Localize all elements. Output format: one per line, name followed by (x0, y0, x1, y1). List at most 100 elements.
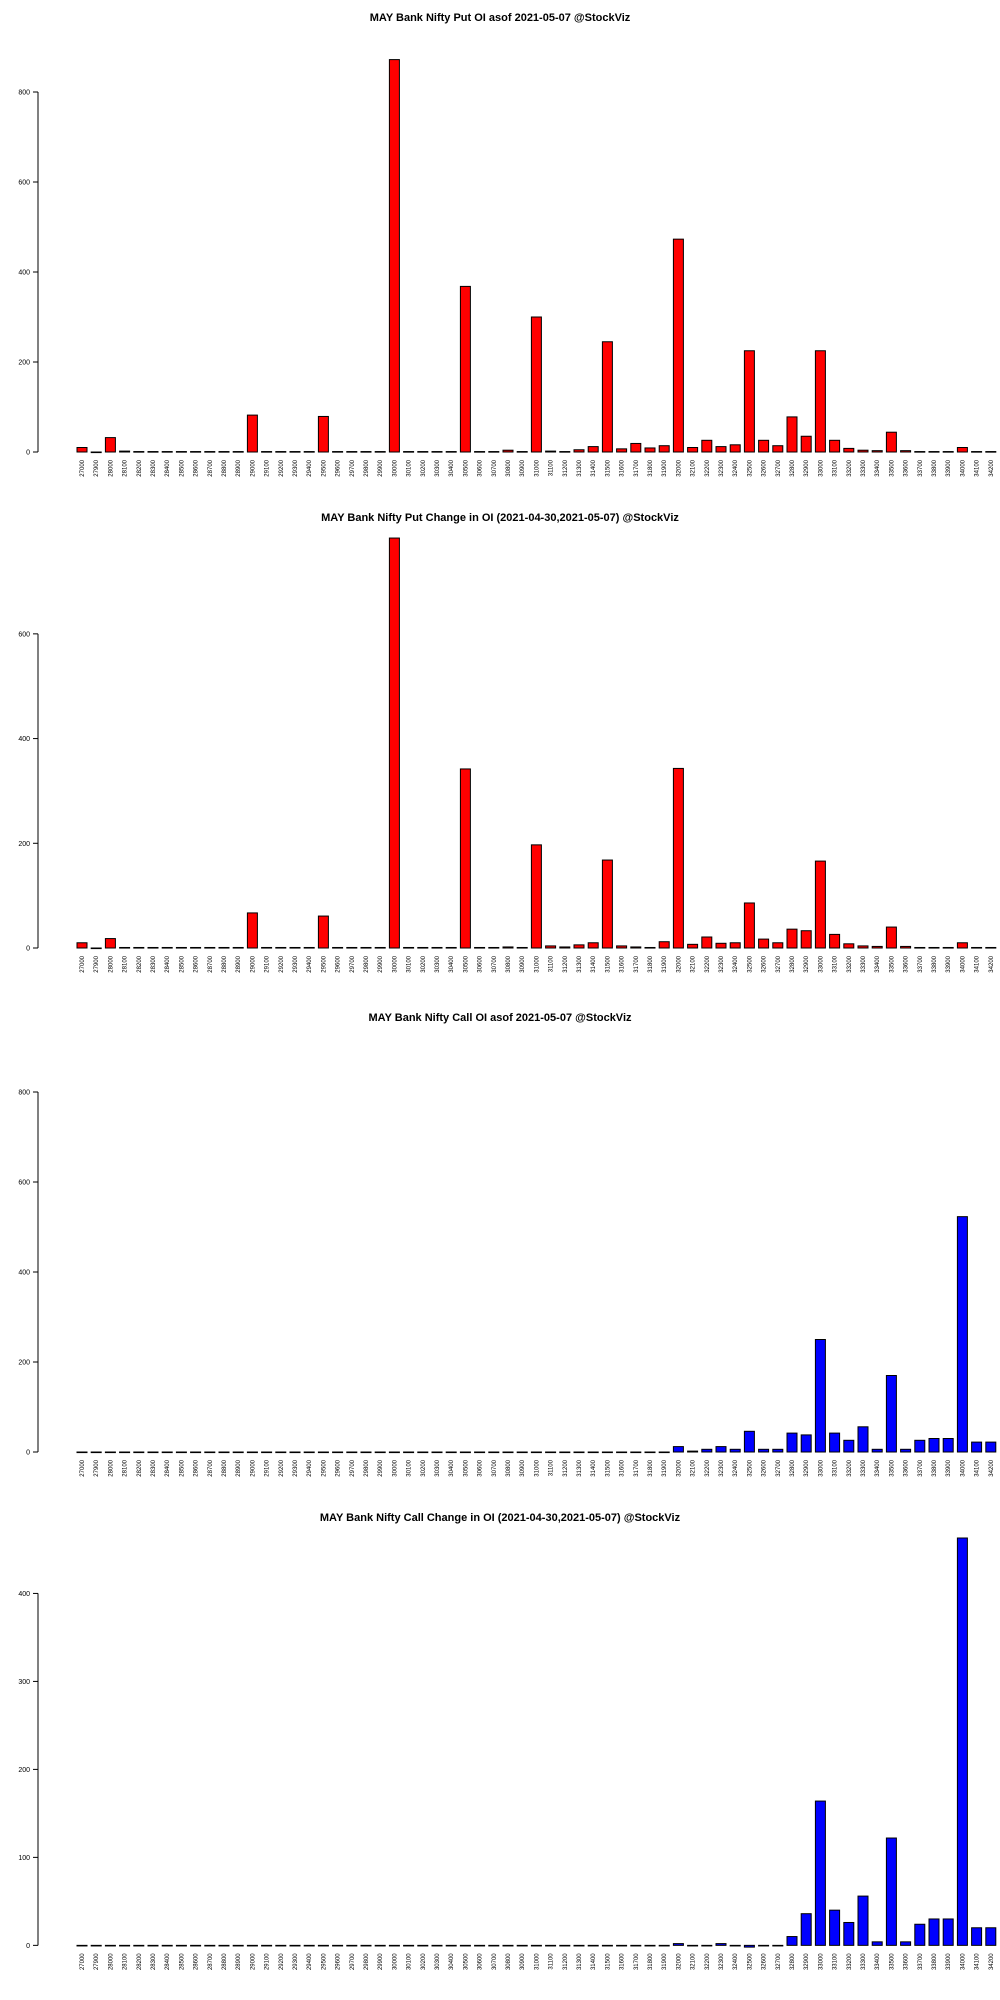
bar-33000 (814, 350, 826, 453)
y-tick-label: 300 (18, 1679, 30, 1686)
bar-28400 (161, 1451, 173, 1454)
bar-34200 (985, 946, 997, 949)
x-tick-label: 31600 (620, 955, 626, 972)
bar-31200 (559, 1451, 571, 1454)
x-tick-label: 32500 (747, 459, 753, 476)
bar-32600 (758, 1448, 770, 1453)
bar-33500 (885, 926, 897, 949)
x-tick-label: 28200 (137, 459, 143, 476)
bar-28200 (133, 451, 145, 453)
x-tick-label: 29400 (307, 955, 313, 972)
bar-32900 (800, 930, 812, 949)
bar-30200 (417, 451, 429, 453)
bar-33700 (914, 1439, 926, 1453)
x-tick-label: 33300 (861, 1459, 867, 1476)
bar-31500 (601, 1451, 613, 1454)
x-tick-label: 29600 (336, 955, 342, 972)
x-tick-label: 32400 (733, 1459, 739, 1476)
bar-30300 (431, 1944, 443, 1947)
bar-29600 (332, 451, 344, 453)
x-tick-label: 33000 (818, 955, 824, 972)
x-tick-label: 29400 (307, 1459, 313, 1476)
x-tick-label: 33200 (847, 459, 853, 476)
bar-28700 (204, 1451, 216, 1454)
bar-30100 (403, 1944, 415, 1947)
bar-32800 (786, 928, 798, 949)
x-tick-label: 33700 (918, 1459, 924, 1476)
bar-30400 (445, 1944, 457, 1947)
bar-31000 (530, 1944, 542, 1947)
bar-28500 (175, 1451, 187, 1454)
bar-31400 (587, 446, 599, 453)
bar-28600 (190, 1451, 202, 1454)
bar-33200 (843, 447, 855, 453)
bar-28600 (190, 946, 202, 949)
bar-32800 (786, 1936, 798, 1946)
x-tick-label: 32700 (776, 1953, 782, 1970)
bar-29100 (261, 451, 273, 453)
bar-31800 (644, 447, 656, 453)
bar-30100 (403, 451, 415, 453)
x-tick-label: 29200 (279, 1953, 285, 1970)
x-tick-label: 31200 (563, 1953, 569, 1970)
x-tick-label: 30800 (506, 459, 512, 476)
bar-29700 (346, 946, 358, 949)
x-tick-label: 33700 (918, 459, 924, 476)
x-tick-label: 31800 (648, 1953, 654, 1970)
bar-30500 (459, 1451, 471, 1454)
x-tick-label: 27000 (80, 459, 86, 476)
x-tick-label: 29600 (336, 1459, 342, 1476)
bar-33700 (914, 1923, 926, 1946)
x-tick-label: 31000 (534, 459, 540, 476)
x-tick-label: 34100 (975, 459, 981, 476)
bar-34000 (956, 942, 968, 949)
bar-32100 (687, 1450, 699, 1453)
x-tick-label: 29700 (350, 459, 356, 476)
bar-29200 (275, 1451, 287, 1454)
x-tick-label: 28600 (194, 1459, 200, 1476)
x-tick-label: 29000 (250, 955, 256, 972)
x-tick-label: 31400 (591, 955, 597, 972)
x-tick-label: 30300 (435, 1953, 441, 1970)
x-tick-label: 29100 (265, 459, 271, 476)
bar-30000 (388, 1451, 400, 1454)
x-tick-label: 30900 (520, 1953, 526, 1970)
bar-33000 (814, 860, 826, 949)
x-tick-label: 32600 (762, 1953, 768, 1970)
x-tick-label: 33600 (904, 1953, 910, 1970)
x-tick-label: 28500 (179, 955, 185, 972)
bar-32300 (715, 942, 727, 949)
bar-29800 (360, 451, 372, 453)
bar-28000 (104, 1451, 116, 1454)
chart-title: MAY Bank Nifty Put Change in OI (2021-04… (321, 512, 679, 524)
bar-34000 (956, 1216, 968, 1453)
bar-29000 (246, 1451, 258, 1454)
x-tick-label: 30700 (492, 1459, 498, 1476)
x-tick-label: 32900 (804, 1953, 810, 1970)
x-tick-label: 32600 (762, 1459, 768, 1476)
x-tick-label: 34200 (989, 1459, 995, 1476)
x-tick-label: 32200 (705, 955, 711, 972)
bar-31700 (630, 1944, 642, 1947)
y-tick-label: 100 (18, 1855, 30, 1862)
bar-29100 (261, 1944, 273, 1947)
x-tick-label: 28900 (236, 459, 242, 476)
x-tick-label: 34000 (960, 459, 966, 476)
x-tick-label: 31500 (605, 459, 611, 476)
bar-31200 (559, 451, 571, 453)
x-tick-label: 28900 (236, 955, 242, 972)
bar-30000 (388, 1944, 400, 1947)
bar-29900 (374, 1451, 386, 1454)
x-tick-label: 30300 (435, 1459, 441, 1476)
x-tick-label: 31900 (662, 1953, 668, 1970)
x-tick-label: 32600 (762, 459, 768, 476)
y-tick-label: 0 (26, 450, 30, 457)
bar-33300 (857, 449, 869, 453)
x-tick-label: 28300 (151, 955, 157, 972)
bar-32100 (687, 447, 699, 453)
x-tick-label: 28800 (222, 1953, 228, 1970)
x-tick-label: 30400 (449, 1459, 455, 1476)
x-tick-label: 30000 (392, 459, 398, 476)
bar-30000 (388, 59, 400, 453)
bar-29300 (289, 1451, 301, 1454)
